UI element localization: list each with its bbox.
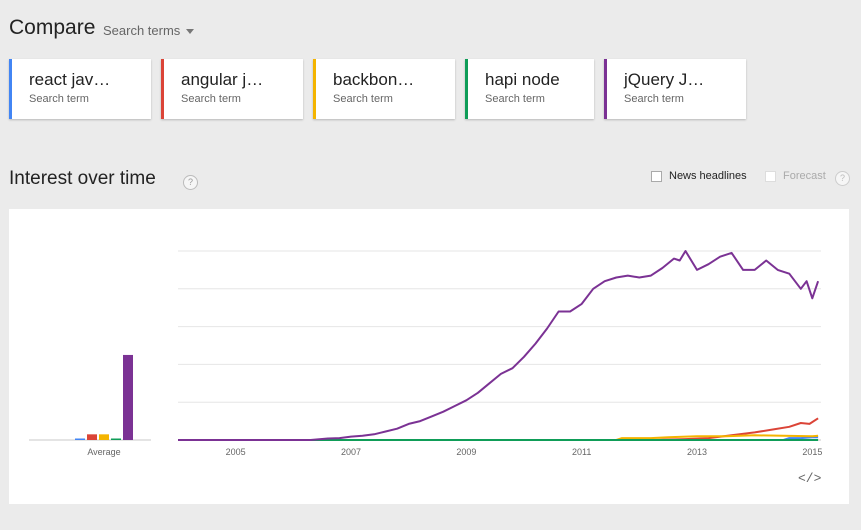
chart-panel: Average 2005 2007 2009 2011 2013 2015 (9, 209, 849, 504)
help-icon[interactable]: ? (835, 171, 850, 186)
series-line (178, 250, 820, 441)
term-card-2[interactable]: angular j… Search term (161, 59, 303, 119)
average-label: Average (87, 447, 120, 457)
x-tick-label: 2005 (226, 447, 246, 457)
term-sublabel: Search term (624, 93, 684, 105)
average-bar (99, 434, 109, 440)
forecast-checkbox[interactable] (765, 170, 776, 182)
interest-chart: Average 2005 2007 2009 2011 2013 2015 (29, 250, 822, 457)
term-label: jQuery J… (624, 70, 705, 89)
news-headlines-checkbox[interactable] (651, 170, 662, 182)
average-bar (123, 354, 133, 440)
average-bar (87, 434, 97, 440)
x-tick-label: 2013 (687, 447, 707, 457)
average-bar (75, 438, 85, 440)
term-card-3[interactable]: backbon… Search term (313, 59, 455, 119)
x-tick-label: 2009 (456, 447, 476, 457)
page-title: Compare (9, 16, 96, 39)
term-sublabel: Search term (29, 93, 89, 105)
term-sublabel: Search term (333, 93, 393, 105)
term-card-4[interactable]: hapi node Search term (465, 59, 594, 119)
term-label: hapi node (485, 70, 560, 89)
embed-code-icon[interactable]: </> (798, 471, 822, 486)
term-label: angular j… (181, 70, 264, 89)
x-tick-label: 2007 (341, 447, 361, 457)
dropdown-label: Search terms (103, 23, 181, 38)
news-headlines-option[interactable]: News headlines (651, 170, 747, 182)
x-tick-label: 2015 (802, 447, 822, 457)
search-terms-dropdown[interactable]: Search terms (103, 23, 195, 38)
term-card-5[interactable]: jQuery J… Search term (604, 59, 746, 119)
term-label: react jav… (29, 70, 111, 89)
term-sublabel: Search term (485, 93, 545, 105)
series-line (178, 434, 819, 441)
forecast-option[interactable]: Forecast (765, 170, 826, 182)
average-bar (111, 438, 121, 440)
forecast-label: Forecast (783, 170, 826, 182)
help-icon[interactable]: ? (183, 175, 198, 190)
term-card-1[interactable]: react jav… Search term (9, 59, 151, 119)
term-label: backbon… (333, 70, 415, 89)
x-tick-label: 2011 (572, 447, 591, 457)
term-sublabel: Search term (181, 93, 241, 105)
section-title: Interest over time (9, 168, 156, 189)
chevron-down-icon (186, 29, 195, 34)
news-headlines-label: News headlines (669, 170, 747, 182)
